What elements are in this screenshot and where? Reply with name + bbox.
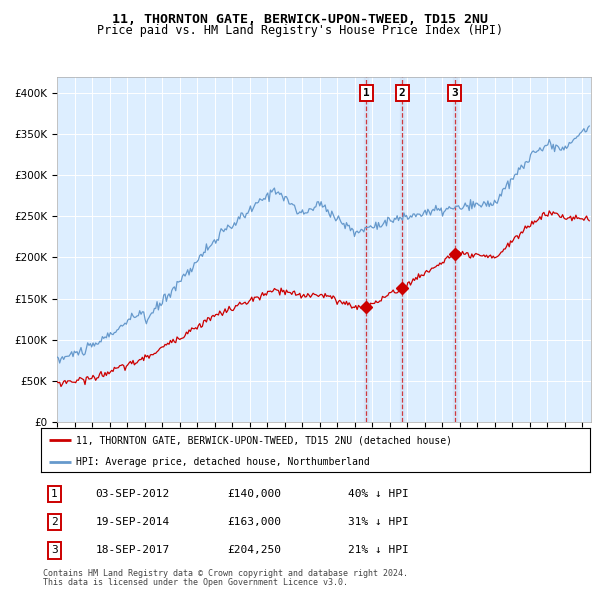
Text: 19-SEP-2014: 19-SEP-2014: [96, 517, 170, 527]
Bar: [400, 77, 404, 422]
Text: £163,000: £163,000: [227, 517, 281, 527]
Text: 2: 2: [51, 517, 58, 527]
Text: 11, THORNTON GATE, BERWICK-UPON-TWEED, TD15 2NU (detached house): 11, THORNTON GATE, BERWICK-UPON-TWEED, T…: [76, 435, 452, 445]
Text: 21% ↓ HPI: 21% ↓ HPI: [348, 546, 409, 555]
Text: 1: 1: [51, 489, 58, 499]
Text: 3: 3: [51, 546, 58, 555]
Text: £140,000: £140,000: [227, 489, 281, 499]
Text: £204,250: £204,250: [227, 546, 281, 555]
Text: HPI: Average price, detached house, Northumberland: HPI: Average price, detached house, Nort…: [76, 457, 370, 467]
Bar: [364, 77, 368, 422]
Text: 03-SEP-2012: 03-SEP-2012: [96, 489, 170, 499]
Text: Contains HM Land Registry data © Crown copyright and database right 2024.: Contains HM Land Registry data © Crown c…: [43, 569, 408, 578]
Text: 1: 1: [363, 88, 370, 98]
Text: 18-SEP-2017: 18-SEP-2017: [96, 546, 170, 555]
Bar: [452, 77, 457, 422]
Text: 3: 3: [451, 88, 458, 98]
Text: This data is licensed under the Open Government Licence v3.0.: This data is licensed under the Open Gov…: [43, 578, 348, 587]
Text: 40% ↓ HPI: 40% ↓ HPI: [348, 489, 409, 499]
Text: 11, THORNTON GATE, BERWICK-UPON-TWEED, TD15 2NU: 11, THORNTON GATE, BERWICK-UPON-TWEED, T…: [112, 13, 488, 26]
Text: Price paid vs. HM Land Registry's House Price Index (HPI): Price paid vs. HM Land Registry's House …: [97, 24, 503, 37]
Text: 31% ↓ HPI: 31% ↓ HPI: [348, 517, 409, 527]
Text: 2: 2: [399, 88, 406, 98]
